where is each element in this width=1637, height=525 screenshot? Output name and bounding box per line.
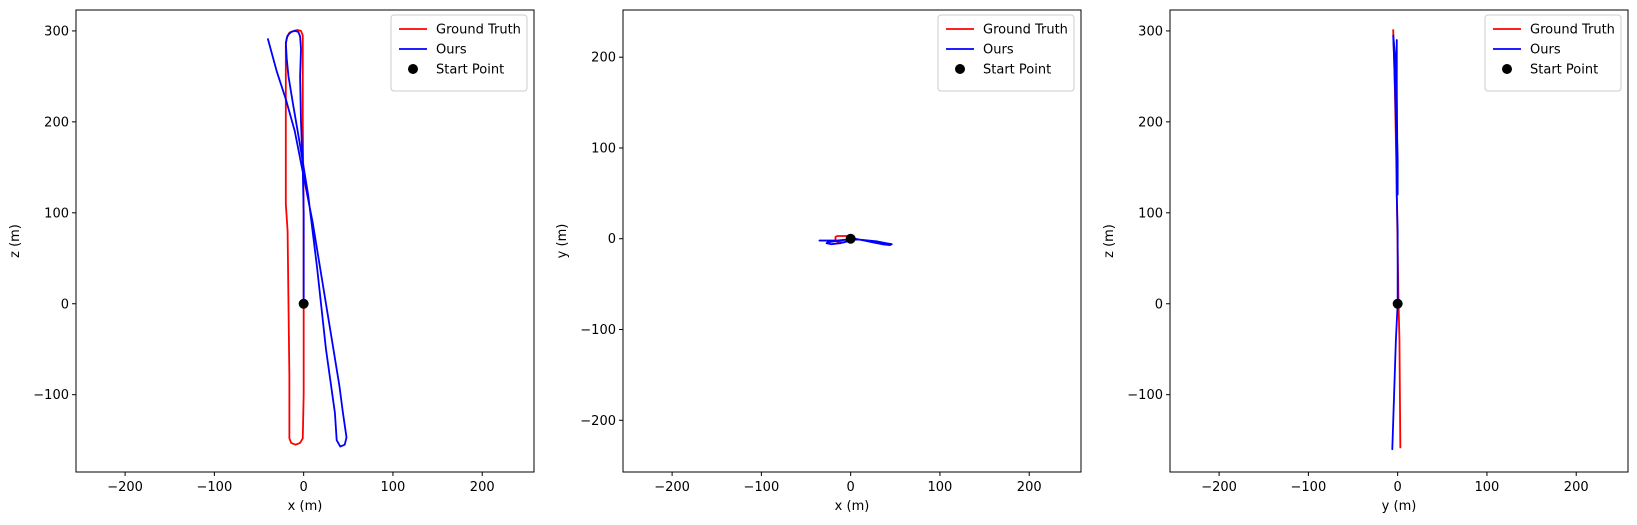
y-tick-label: −100: [33, 388, 69, 403]
y-tick-label: 200: [591, 51, 616, 66]
start-point-marker: [1392, 298, 1403, 309]
x-axis-label: x (m): [835, 499, 870, 514]
legend-box: [1484, 14, 1622, 92]
series-line-ground-truth: [284, 29, 305, 446]
x-tick-label: −100: [197, 480, 233, 495]
x-tick-label: 0: [300, 480, 308, 495]
x-tick-label: 100: [928, 480, 953, 495]
start-point-marker: [845, 233, 856, 244]
y-tick-label: 200: [1138, 115, 1163, 130]
legend-entry: Ours: [1530, 43, 1561, 58]
legend-entry: Ground Truth: [983, 23, 1068, 38]
legend-entry: Ours: [436, 43, 467, 58]
x-tick-label: −200: [1201, 480, 1237, 495]
x-tick-label: −100: [1291, 480, 1327, 495]
x-tick-label: −200: [654, 480, 690, 495]
x-tick-label: 200: [1564, 480, 1589, 495]
start-point-marker: [298, 298, 309, 309]
y-tick-label: −100: [580, 323, 616, 338]
legend-marker-start-point: [1502, 64, 1512, 74]
y-axis-label: y (m): [555, 224, 570, 259]
series-line-ours: [1391, 34, 1399, 451]
x-tick-label: −100: [744, 480, 780, 495]
y-tick-label: 300: [44, 24, 69, 39]
legend-box: [937, 14, 1075, 92]
legend-entry: Ours: [983, 43, 1014, 58]
axes-frame: [622, 9, 1082, 473]
x-tick-label: 0: [1394, 480, 1402, 495]
x-tick-label: 100: [1475, 480, 1500, 495]
x-tick-label: 100: [381, 480, 406, 495]
y-tick-label: 0: [61, 297, 69, 312]
y-tick-label: 100: [1138, 206, 1163, 221]
legend-entry: Ground Truth: [1530, 23, 1615, 38]
legend-marker-start-point: [955, 64, 965, 74]
series-line-ours: [818, 237, 893, 246]
legend-entry: Ground Truth: [436, 23, 521, 38]
chart-panel-1: −200 −100 0 100 200 −100 0 100 200 300 x (m) z (m) G…: [8, 9, 535, 514]
y-tick-label: 0: [1155, 297, 1163, 312]
y-tick-label: −200: [580, 414, 616, 429]
x-tick-label: −200: [107, 480, 143, 495]
x-tick-label: 200: [470, 480, 495, 495]
chart-panel-3: −200 −100 0 100 200 −100 0 100 200 300 y (m) z (m) G…: [1102, 9, 1629, 514]
legend: Ground Truth Ours Start Point: [937, 14, 1075, 92]
y-tick-label: −100: [1127, 388, 1163, 403]
y-tick-label: 300: [1138, 24, 1163, 39]
axes-frame: [75, 9, 535, 473]
axes-frame: [1169, 9, 1629, 473]
legend: Ground Truth Ours Start Point: [1484, 14, 1622, 92]
x-tick-label: 0: [847, 480, 855, 495]
x-tick-label: 200: [1017, 480, 1042, 495]
y-tick-label: 200: [44, 115, 69, 130]
legend: Ground Truth Ours Start Point: [390, 14, 528, 92]
legend-box: [390, 14, 528, 92]
chart-panel-2: −200 −100 0 100 200 −200 −100 0 100 200 x (m) y (m)…: [555, 9, 1082, 514]
y-axis-label: z (m): [1102, 224, 1117, 258]
y-tick-label: 100: [44, 206, 69, 221]
y-tick-label: 100: [591, 141, 616, 156]
series-line-ours: [267, 30, 348, 448]
x-axis-label: y (m): [1382, 499, 1417, 514]
legend-entry: Start Point: [436, 63, 504, 78]
y-axis-label: z (m): [8, 224, 23, 258]
legend-entry: Start Point: [983, 63, 1051, 78]
x-axis-label: x (m): [288, 499, 323, 514]
y-tick-label: 0: [608, 232, 616, 247]
legend-entry: Start Point: [1530, 63, 1598, 78]
legend-marker-start-point: [408, 64, 418, 74]
